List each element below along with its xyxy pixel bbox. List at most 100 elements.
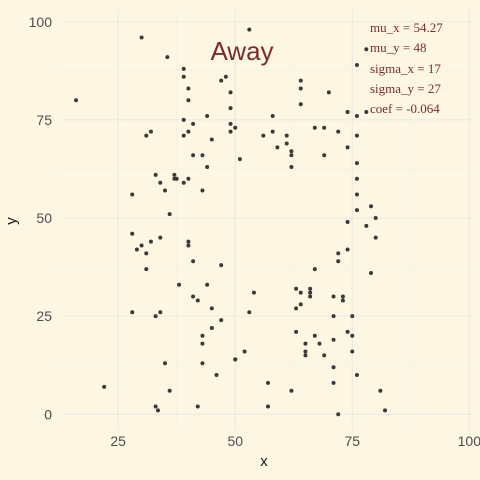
data-point xyxy=(383,408,388,413)
data-point xyxy=(195,298,200,303)
data-point xyxy=(350,333,355,338)
data-point xyxy=(153,404,158,409)
data-point xyxy=(312,267,317,272)
data-point xyxy=(181,180,186,185)
data-point xyxy=(369,270,373,275)
data-point xyxy=(181,74,186,79)
data-point xyxy=(153,172,158,177)
stat-coef: coef = -0.064 xyxy=(370,101,440,116)
data-point xyxy=(144,267,149,272)
data-point xyxy=(336,129,341,134)
data-point xyxy=(186,129,191,134)
data-point xyxy=(354,208,359,213)
data-point xyxy=(331,314,336,319)
data-point xyxy=(298,302,303,307)
data-point xyxy=(298,86,303,91)
data-point xyxy=(219,78,224,83)
data-point xyxy=(200,153,205,158)
data-point xyxy=(148,129,153,134)
data-point xyxy=(322,353,327,358)
data-point xyxy=(205,165,210,170)
data-point xyxy=(153,314,158,319)
data-point xyxy=(350,314,355,319)
data-point xyxy=(284,133,289,138)
data-point xyxy=(266,380,270,385)
data-point xyxy=(219,263,224,268)
data-point xyxy=(102,384,107,389)
data-point xyxy=(200,188,205,193)
data-point xyxy=(373,235,378,240)
data-point xyxy=(354,373,359,378)
data-point xyxy=(191,294,196,299)
data-point xyxy=(233,125,238,130)
data-point xyxy=(251,290,256,295)
data-point xyxy=(289,388,294,393)
x-tick-label: 25 xyxy=(110,433,126,449)
data-point xyxy=(233,357,238,362)
data-point xyxy=(191,121,196,126)
data-point xyxy=(130,310,135,315)
data-point xyxy=(209,325,214,330)
data-point xyxy=(331,380,336,385)
data-point xyxy=(261,133,266,138)
y-tick-label: 100 xyxy=(29,14,53,30)
data-point xyxy=(369,204,373,209)
stat-sigma-y: sigma_y = 27 xyxy=(370,81,441,96)
data-point xyxy=(181,117,186,122)
data-point xyxy=(228,121,233,126)
data-point xyxy=(155,408,160,413)
data-point xyxy=(74,98,79,103)
y-tick-label: 0 xyxy=(44,406,52,422)
stat-mu-x: mu_x = 54.27 xyxy=(370,20,443,35)
data-point xyxy=(172,172,177,177)
data-point xyxy=(284,141,289,146)
data-point xyxy=(247,310,252,315)
data-point xyxy=(354,113,359,118)
data-point xyxy=(298,102,303,107)
data-point xyxy=(186,243,191,248)
data-point xyxy=(331,337,336,342)
data-point xyxy=(214,373,219,378)
data-point xyxy=(181,66,186,71)
data-point xyxy=(294,286,299,291)
data-point xyxy=(167,212,172,217)
data-point xyxy=(270,129,275,134)
data-point xyxy=(167,388,172,393)
data-point xyxy=(364,110,369,115)
data-point xyxy=(340,294,345,299)
data-point xyxy=(289,149,294,154)
data-point xyxy=(373,216,378,221)
data-point xyxy=(331,365,336,370)
data-point xyxy=(303,341,308,346)
data-point xyxy=(174,176,179,181)
data-point xyxy=(340,298,345,303)
data-point xyxy=(364,223,369,228)
data-point xyxy=(223,74,228,79)
data-point xyxy=(336,412,341,417)
data-point xyxy=(209,306,214,311)
data-point xyxy=(186,239,191,244)
data-point xyxy=(289,153,294,158)
stats-annotations: mu_x = 54.27 mu_y = 48 sigma_x = 17 sigm… xyxy=(370,20,443,116)
data-point xyxy=(158,310,163,315)
data-point xyxy=(294,306,299,311)
data-point xyxy=(139,243,144,248)
data-point xyxy=(345,247,350,252)
data-point xyxy=(130,231,135,236)
x-tick-label: 100 xyxy=(458,433,480,449)
y-axis-label: y xyxy=(3,217,20,225)
data-point xyxy=(354,161,359,166)
data-point xyxy=(289,165,294,170)
x-axis-label: x xyxy=(260,453,268,470)
data-point xyxy=(165,55,170,60)
x-tick-label: 75 xyxy=(344,433,360,449)
data-point xyxy=(228,129,233,134)
data-point xyxy=(345,145,350,150)
data-point xyxy=(350,349,355,354)
data-point xyxy=(331,294,336,299)
data-point xyxy=(275,145,280,150)
data-point xyxy=(134,247,139,252)
data-point xyxy=(298,78,303,83)
data-point xyxy=(378,388,383,393)
